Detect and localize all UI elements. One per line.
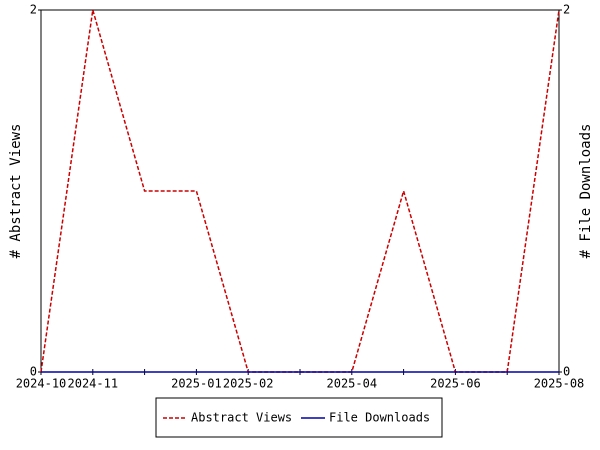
- legend-box: [155, 397, 443, 438]
- x-tick-label: 2025-06: [430, 377, 481, 391]
- y2-tick-label: 0: [563, 365, 570, 379]
- x-tick-label: 2025-01: [171, 377, 222, 391]
- x-tick-label: 2025-04: [327, 377, 378, 391]
- legend-label: Abstract Views: [191, 411, 292, 425]
- y-tick-label: 2: [30, 3, 37, 17]
- plot-area: [40, 9, 560, 373]
- legend-label: File Downloads: [329, 411, 430, 425]
- y-tick-label: 0: [30, 365, 37, 379]
- y2-axis-title: # File Downloads: [578, 124, 594, 259]
- x-tick-label: 2025-08: [534, 377, 585, 391]
- y2-tick-label: 2: [563, 3, 570, 17]
- x-tick-label: 2024-10: [16, 377, 67, 391]
- x-tick-label: 2025-02: [223, 377, 274, 391]
- x-tick-label: 2024-11: [68, 377, 119, 391]
- y-axis-title: # Abstract Views: [8, 124, 24, 259]
